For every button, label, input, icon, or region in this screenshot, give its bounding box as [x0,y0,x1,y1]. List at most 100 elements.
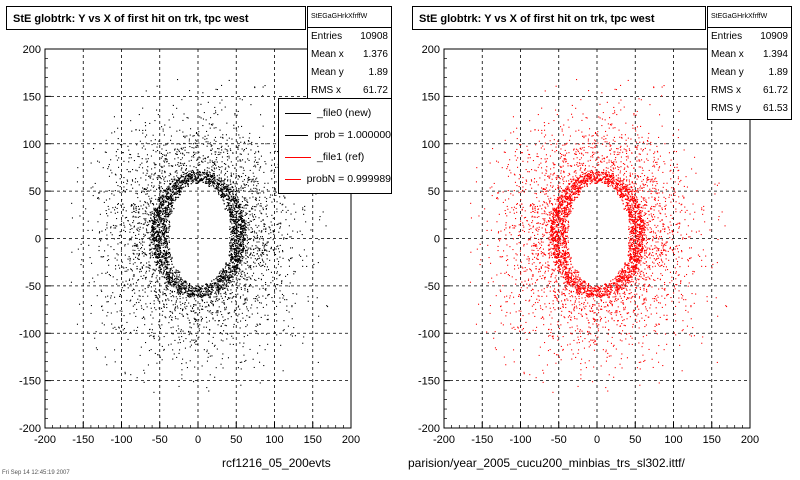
scatter-point [262,274,264,276]
scatter-point [179,129,181,131]
scatter-point [253,255,255,257]
scatter-point [240,252,242,254]
scatter-point [252,190,254,192]
scatter-point [214,320,216,322]
scatter-point [137,227,139,229]
scatter-point [240,220,242,222]
scatter-point [149,198,151,200]
scatter-point [257,183,259,185]
scatter-point [238,255,240,257]
scatter-point [156,220,158,222]
scatter-point [198,176,200,178]
scatter-point [231,175,233,177]
scatter-point [163,207,165,209]
scatter-point [171,280,173,282]
scatter-point [198,135,200,137]
scatter-point [164,253,166,255]
scatter-point [237,200,239,202]
scatter-point [235,247,237,249]
scatter-point [240,234,242,236]
scatter-point [224,174,226,176]
scatter-point [173,183,175,185]
scatter-point [157,281,159,283]
scatter-point [288,265,290,267]
scatter-point [247,153,249,155]
scatter-point [208,180,210,182]
scatter-point [179,280,181,282]
scatter-point [236,260,238,262]
scatter-point [205,179,207,181]
scatter-point [253,235,255,237]
scatter-point [203,143,205,145]
scatter-point [207,141,209,143]
scatter-point [80,264,82,266]
scatter-point [237,261,239,263]
scatter-point [230,271,232,273]
scatter-point [150,239,152,241]
scatter-point [288,225,290,227]
scatter-point [161,220,163,222]
scatter-point [276,201,278,203]
scatter-point [267,294,269,296]
scatter-point [255,151,257,153]
scatter-point [247,224,249,226]
scatter-point [152,220,154,222]
scatter-point [165,245,167,247]
scatter-point [201,174,203,176]
scatter-point [221,180,223,182]
scatter-point [196,174,198,176]
scatter-point [171,319,173,321]
scatter-point [243,262,245,264]
scatter-point [148,223,150,225]
scatter-point [170,258,172,260]
scatter-point [165,242,167,244]
scatter-point [152,230,154,232]
scatter-point [166,277,168,279]
scatter-point [241,214,243,216]
scatter-point [160,204,162,206]
scatter-point [211,179,213,181]
scatter-point [177,176,179,178]
scatter-point [228,191,230,193]
scatter-point [169,256,171,258]
scatter-point [167,142,169,144]
scatter-point [159,285,161,287]
scatter-point [158,244,160,246]
scatter-point [263,171,265,173]
scatter-point [217,190,219,192]
scatter-point [217,289,219,291]
scatter-point [232,257,234,259]
scatter-point [132,180,134,182]
scatter-point [96,295,98,297]
scatter-point [243,149,245,151]
scatter-point [168,344,170,346]
scatter-point [195,152,197,154]
scatter-point [150,140,152,142]
scatter-point [166,303,168,305]
scatter-point [133,220,135,222]
scatter-point [213,174,215,176]
scatter-point [219,279,221,281]
scatter-point [233,237,235,239]
scatter-point [135,178,137,180]
scatter-point [160,209,162,211]
scatter-point [184,178,186,180]
scatter-point [234,258,236,260]
scatter-point [254,262,256,264]
scatter-point [231,195,233,197]
scatter-point [224,278,226,280]
scatter-point [150,286,152,288]
scatter-point [171,192,173,194]
scatter-point [216,279,218,281]
scatter-point [155,237,157,239]
scatter-point [248,217,250,219]
scatter-point [206,321,208,323]
scatter-point [242,231,244,233]
scatter-point [223,187,225,189]
scatter-point [291,257,293,259]
scatter-point [277,284,279,286]
scatter-point [249,169,251,171]
scatter-point [170,268,172,270]
scatter-point [318,315,320,317]
scatter-point [211,145,213,147]
